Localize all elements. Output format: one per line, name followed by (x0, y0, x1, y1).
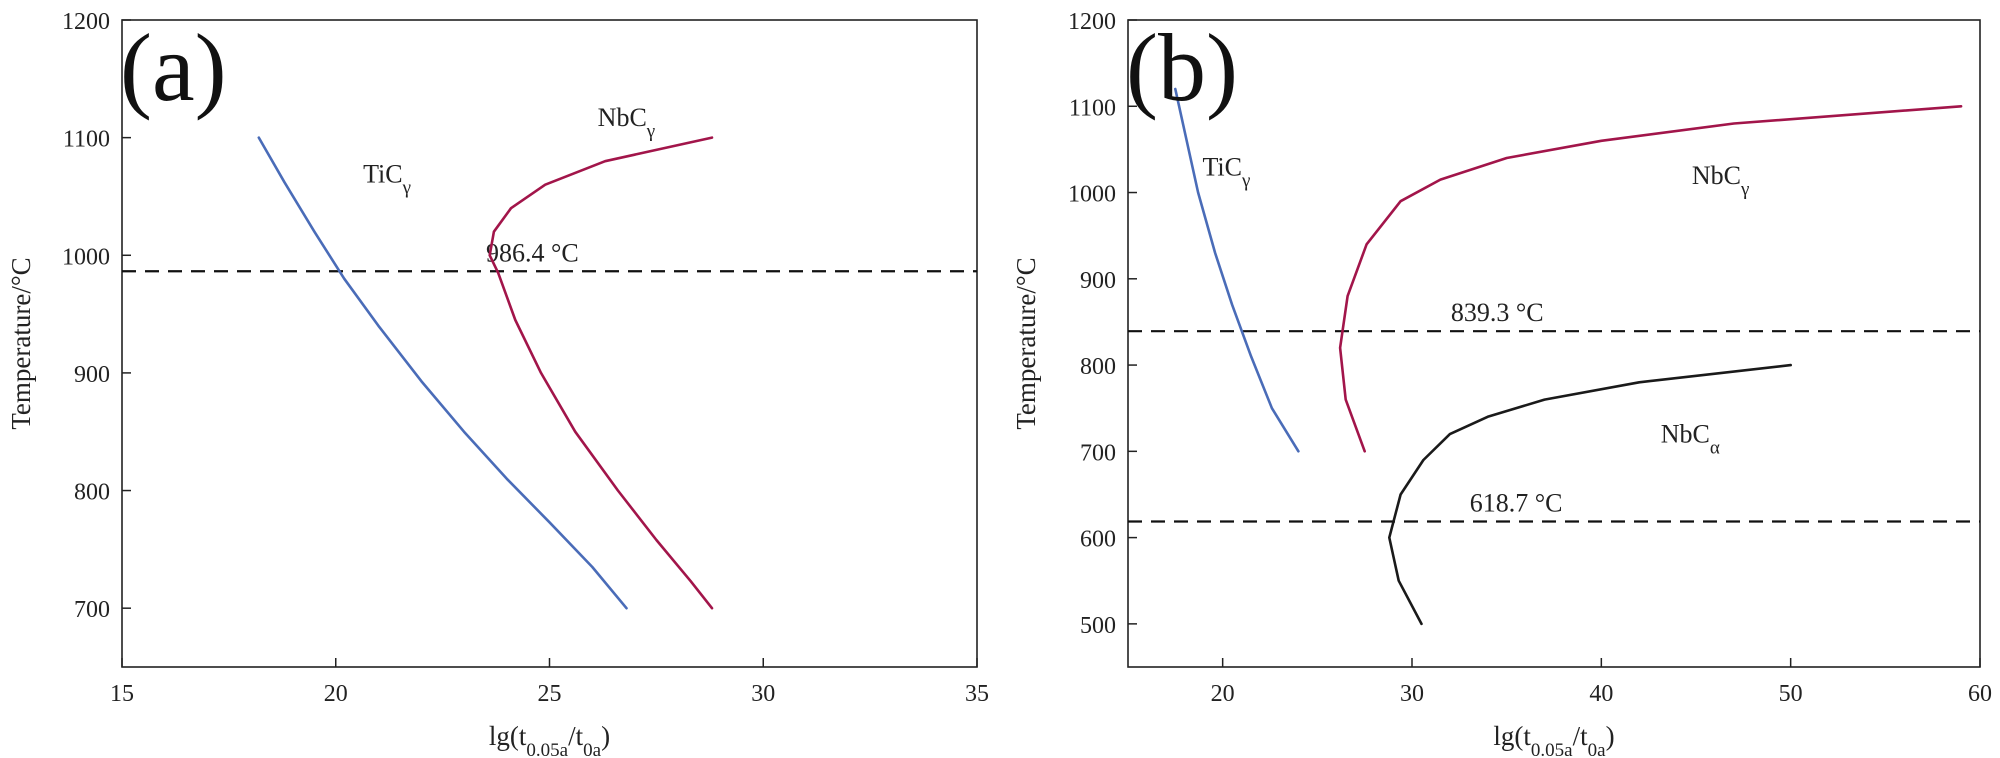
chart-panel-a: 15 20 25 30 35 700 800 900 1000 1100 1200 lg(t0.05a… (6, 9, 989, 758)
series-line (1174, 87, 1300, 453)
x-tick-label: 60 (1968, 681, 1992, 707)
y-tick-label: 500 (1080, 613, 1116, 639)
reference-line-label: 839.3 °C (1451, 298, 1544, 327)
y-tick-label: 700 (74, 597, 110, 623)
chart-panel-b: 20 30 40 50 60 500 600 700 800 900 1000 1100 1200 lg(… (1011, 9, 1992, 758)
panel-label: (a) (120, 14, 227, 121)
series-label: NbCα (1661, 420, 1720, 459)
x-tick-label: 35 (965, 681, 989, 707)
y-tick-label: 800 (74, 480, 110, 506)
y-tick-label: 700 (1080, 440, 1116, 466)
y-tick-label: 600 (1080, 527, 1116, 553)
series-line (488, 136, 714, 610)
series-label: NbCγ (1692, 161, 1750, 200)
y-tick-label: 1000 (1068, 182, 1116, 208)
x-tick-label: 50 (1779, 681, 1803, 707)
y-tick-label: 800 (1080, 354, 1116, 380)
series-label: TiCγ (1202, 152, 1250, 191)
series-line (257, 136, 628, 610)
y-tick-label: 900 (1080, 268, 1116, 294)
x-axis-title: lg(t0.05a/t0a) (1493, 721, 1614, 758)
reference-line-label: 986.4 °C (486, 238, 579, 267)
plot-frame (1127, 19, 1981, 668)
plot-frame (121, 19, 978, 668)
series-line (1388, 363, 1792, 626)
x-tick-label: 20 (1211, 681, 1235, 707)
panel-label: (b) (1126, 14, 1238, 121)
y-tick-label: 1100 (1069, 95, 1116, 121)
series-label: NbCγ (598, 103, 656, 142)
y-tick-label: 900 (74, 362, 110, 388)
series-line (1338, 105, 1963, 453)
reference-line-label: 618.7 °C (1470, 488, 1563, 517)
y-axis-title: Temperature/°C (1011, 257, 1041, 429)
y-tick-label: 1000 (62, 244, 110, 270)
y-axis-title: Temperature/°C (6, 257, 36, 429)
x-tick-label: 25 (538, 681, 562, 707)
y-tick-label: 1200 (1068, 9, 1116, 35)
x-tick-label: 30 (751, 681, 775, 707)
y-tick-label: 1100 (63, 127, 110, 153)
x-axis-title: lg(t0.05a/t0a) (489, 721, 610, 758)
x-tick-label: 15 (110, 681, 134, 707)
series-label: TiCγ (363, 159, 411, 198)
x-tick-label: 30 (1400, 681, 1424, 707)
x-tick-label: 40 (1589, 681, 1613, 707)
y-tick-label: 1200 (62, 9, 110, 35)
x-tick-label: 20 (324, 681, 348, 707)
